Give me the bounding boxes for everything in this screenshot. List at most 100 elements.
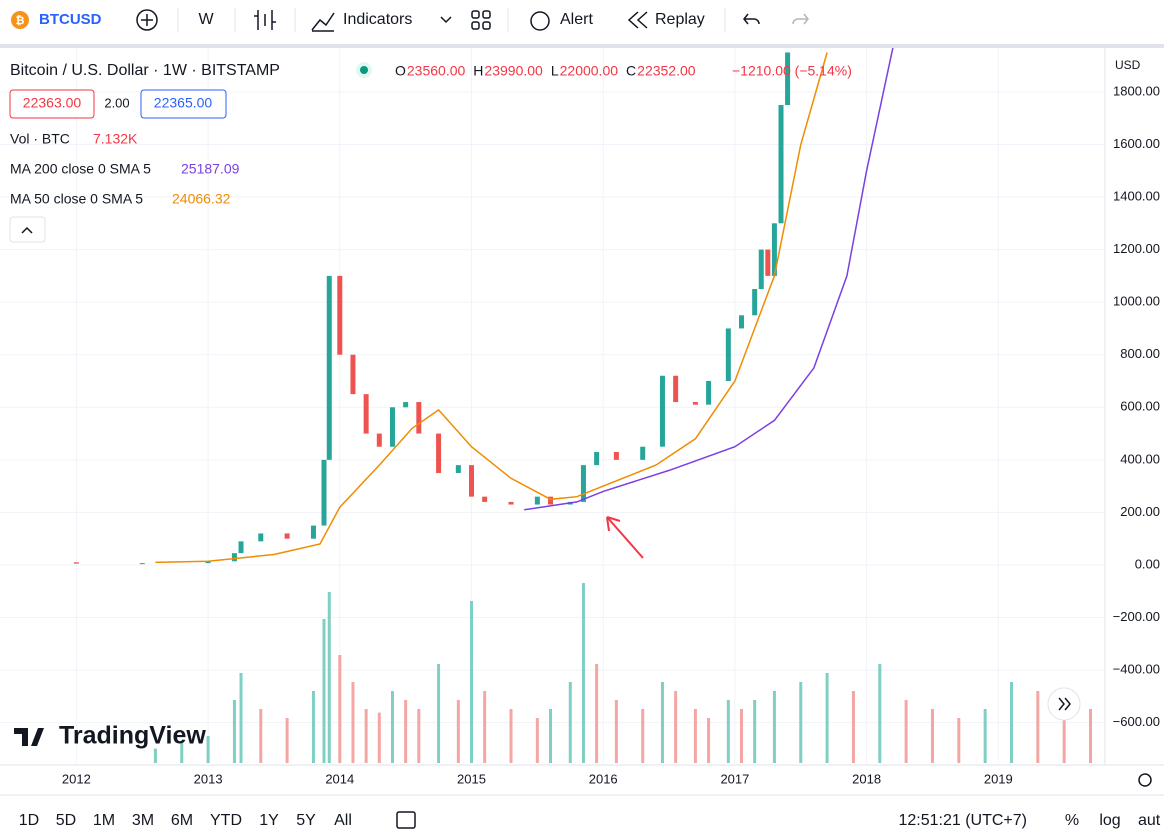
x-tick-label: 2019: [984, 771, 1013, 786]
volume-bar: [390, 691, 394, 763]
y-tick-label: 0.00: [1135, 556, 1160, 571]
symbol[interactable]: BTCUSD: [39, 11, 102, 28]
candle: [765, 249, 771, 276]
range-button[interactable]: 1Y: [259, 812, 279, 829]
volume-bar: [351, 682, 355, 763]
ma50-legend[interactable]: MA 50 close 0 SMA 5: [10, 191, 143, 207]
chart-type[interactable]: [254, 10, 276, 30]
ohlc-label: C: [626, 63, 636, 79]
candle: [640, 446, 646, 460]
templates[interactable]: [471, 10, 491, 30]
ma200-value: 25187.09: [181, 161, 240, 177]
ask: 22365.00: [154, 95, 213, 111]
alert-icon: [530, 11, 550, 31]
settings[interactable]: [1138, 773, 1152, 787]
volume-bar: [456, 700, 460, 763]
x-tick-label: 2016: [589, 771, 618, 786]
candle: [706, 381, 712, 405]
bid-box[interactable]: [9, 89, 95, 119]
volume-bar: [364, 709, 368, 763]
indicators[interactable]: Indicators: [343, 11, 412, 28]
dropdown[interactable]: [440, 16, 452, 24]
volume-bar: [509, 709, 513, 763]
volume-bar: [322, 619, 326, 763]
volume-bar: [614, 700, 618, 763]
candle: [771, 223, 777, 276]
candle: [725, 328, 731, 382]
ranges: 1D 5D 1M 3M 6M YTD 1Y 5Y All: [19, 812, 352, 829]
log-toggle[interactable]: log: [1099, 812, 1120, 829]
percent-toggle[interactable]: %: [1065, 812, 1079, 829]
range-button[interactable]: 6M: [171, 812, 193, 829]
range-button[interactable]: All: [334, 812, 352, 829]
toolbar-border: [0, 44, 1164, 48]
candle: [758, 249, 764, 290]
add-symbol[interactable]: [136, 9, 158, 31]
ohlc-value: 22000.00: [560, 63, 619, 79]
ohlc-value: 22352.00: [637, 63, 696, 79]
volume-bar: [285, 718, 289, 763]
interval[interactable]: W: [198, 11, 214, 28]
candle: [205, 561, 211, 564]
ma-line: [524, 48, 894, 511]
candle: [752, 289, 758, 316]
x-tick-label: 2015: [457, 771, 486, 786]
x-tick-label: 2014: [325, 771, 354, 786]
volume-bar: [568, 682, 572, 763]
range-button[interactable]: 5Y: [296, 812, 316, 829]
candle: [673, 375, 679, 403]
alert[interactable]: Alert: [560, 11, 593, 28]
candle: [389, 407, 395, 447]
volume-bar: [1089, 709, 1093, 763]
candle: [376, 433, 382, 447]
volume-bar: [239, 673, 243, 763]
volume-bar: [377, 712, 381, 763]
undo[interactable]: [743, 13, 760, 25]
bid: 22363.00: [23, 95, 82, 111]
volume-bar: [825, 673, 829, 763]
currency[interactable]: USD: [1115, 58, 1141, 72]
volume-bar: [595, 664, 599, 763]
ask-box[interactable]: [140, 89, 227, 119]
volume-bar: [660, 682, 664, 763]
candle: [337, 275, 343, 355]
volume-bar: [739, 709, 743, 763]
volume-bar: [1036, 691, 1040, 763]
volume-bar: [1062, 700, 1066, 763]
candle: [436, 433, 442, 473]
volume-bar: [878, 664, 882, 763]
range-button[interactable]: 5D: [56, 812, 76, 829]
y-tick-label: 1800.00: [1113, 83, 1160, 98]
volume-bar: [153, 748, 157, 763]
btc-icon: [11, 11, 29, 29]
candle: [692, 402, 698, 405]
range-button[interactable]: YTD: [210, 812, 242, 829]
range-button[interactable]: 1M: [93, 812, 115, 829]
go-to-date[interactable]: [396, 811, 416, 829]
volume-bar: [772, 691, 776, 763]
range-button[interactable]: 1D: [19, 812, 39, 829]
arrow-annotation: [606, 516, 644, 559]
candle: [363, 394, 369, 434]
candle: [258, 533, 264, 542]
auto-toggle[interactable]: aut: [1138, 812, 1161, 829]
replay[interactable]: Replay: [655, 11, 705, 28]
volume-value: 7.132K: [93, 131, 138, 147]
redo[interactable]: [792, 13, 809, 25]
candle: [548, 496, 554, 505]
volume-bar: [311, 691, 315, 763]
volume-legend[interactable]: Vol · BTC: [10, 131, 70, 147]
ohlc-label: H: [473, 63, 483, 79]
y-tick-label: 1600.00: [1113, 136, 1160, 151]
y-tick-label: −200.00: [1113, 609, 1160, 624]
plot: [73, 48, 1093, 763]
ma200-legend[interactable]: MA 200 close 0 SMA 5: [10, 161, 151, 177]
x-tick-label: 2017: [720, 771, 749, 786]
volume-bar: [799, 682, 803, 763]
range-button[interactable]: 3M: [132, 812, 154, 829]
volume-bar: [327, 592, 331, 763]
ohlc: O 23560.00 H 23990.00 L 22000.00 C 22352.00: [395, 63, 696, 79]
ohlc-value: 23990.00: [484, 63, 543, 79]
